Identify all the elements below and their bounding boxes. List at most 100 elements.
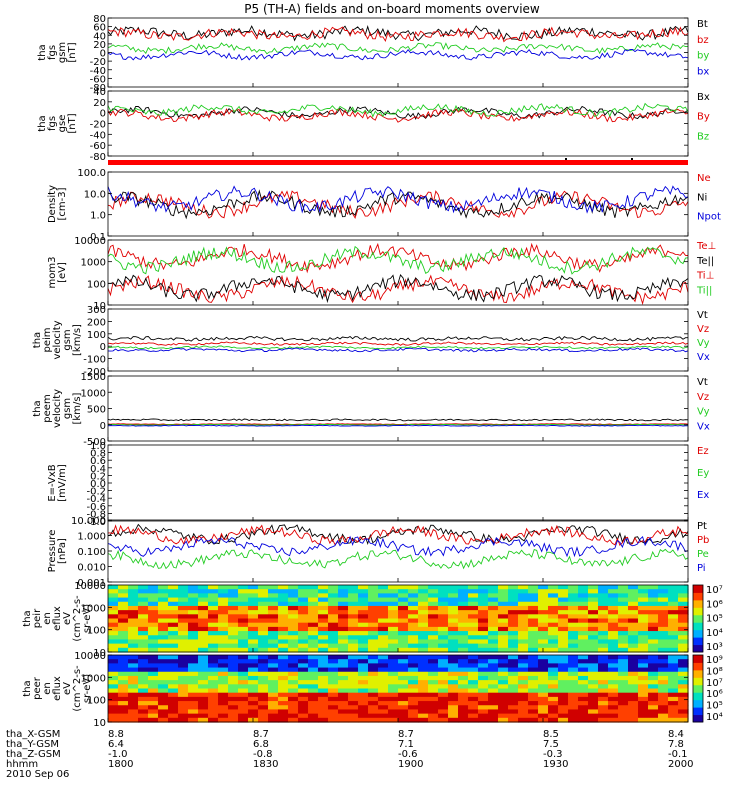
spectrogram-cell <box>418 593 429 599</box>
spectrogram-cell <box>348 671 359 677</box>
spectrogram-cell <box>308 643 319 649</box>
spectrogram-cell <box>458 614 469 620</box>
y-tick-label: 1500 <box>81 372 106 383</box>
spectrogram-cell <box>298 647 309 653</box>
spectrogram-cell <box>188 692 199 698</box>
spectrogram-cell <box>288 585 299 590</box>
footer-row-label: tha_Y-GSM <box>6 739 59 750</box>
spectrogram-cell <box>598 701 609 706</box>
spectrogram-cell <box>638 659 649 664</box>
spectrogram-cell <box>508 696 519 702</box>
spectrogram-cell <box>578 610 589 615</box>
spectrogram-cell <box>568 671 579 677</box>
spectrogram-cell <box>528 626 539 632</box>
spectrogram-cell <box>208 659 219 664</box>
spectrogram-cell <box>148 680 159 685</box>
spectrogram-cell <box>298 713 309 719</box>
spectrogram-cell <box>308 705 319 711</box>
spectrogram-cell <box>278 610 289 615</box>
spectrogram-cell <box>308 618 319 624</box>
panel-frame <box>107 444 689 522</box>
spectrogram-cell <box>528 713 539 719</box>
spectrogram-cell <box>258 631 269 636</box>
spectrogram-cell <box>158 589 169 594</box>
spectrogram-cell <box>238 618 249 624</box>
spectrogram-cell <box>378 667 389 673</box>
spectrogram-cell <box>178 659 189 664</box>
colorbar-tick-label: 10⁷ <box>706 585 723 596</box>
spectrogram-cell <box>528 631 539 636</box>
spectrogram-cell <box>178 593 189 599</box>
spectrogram-cell <box>298 593 309 599</box>
spectrogram-cell <box>468 655 479 660</box>
spectrogram-cell <box>188 601 199 607</box>
spectrogram-cell <box>658 585 669 590</box>
spectrogram-cell <box>658 622 669 628</box>
spectrogram-cell <box>398 659 409 664</box>
spectrogram-cell <box>128 696 139 702</box>
spectrogram-cell <box>158 705 169 711</box>
spectrogram-cell <box>408 631 419 636</box>
spectrogram-cell <box>588 626 599 632</box>
spectrogram-cell <box>138 618 149 624</box>
spectrogram-cell <box>368 601 379 607</box>
spectrogram-cell <box>428 680 439 685</box>
spectrogram-cell <box>458 626 469 632</box>
spectrogram-cell <box>268 601 279 607</box>
spectrogram-cell <box>498 631 509 636</box>
spectrogram-cell <box>118 639 129 645</box>
spectrogram-cell <box>458 692 469 698</box>
spectrogram-cell <box>678 593 689 599</box>
spectrogram-cell <box>148 585 159 590</box>
spectrogram-cell <box>168 692 179 698</box>
spectrogram-cell <box>558 635 569 641</box>
spectrogram-cell <box>188 667 199 673</box>
spectrogram-cell <box>398 589 409 594</box>
spectrogram-cell <box>398 675 409 681</box>
spectrogram-cell <box>298 639 309 645</box>
spectrogram-cell <box>578 701 589 706</box>
footer-value: -1.0 <box>108 749 128 760</box>
spectrogram-cell <box>238 626 249 632</box>
spectrogram-cell <box>378 639 389 645</box>
spectrogram-cell <box>668 601 679 607</box>
spectrogram-cell <box>578 692 589 698</box>
spectrogram-cell <box>368 696 379 702</box>
spectrogram-cell <box>138 605 149 611</box>
spectrogram-cell <box>328 696 339 702</box>
spectrogram-cell <box>568 605 579 611</box>
spectrogram-cell <box>638 622 649 628</box>
spectrogram-cell <box>328 667 339 673</box>
spectrogram-cell <box>348 643 359 649</box>
spectrogram-cell <box>208 709 219 715</box>
spectrogram-cell <box>608 675 619 681</box>
footer-value: 7.1 <box>398 739 414 750</box>
spectrogram-cell <box>408 593 419 599</box>
spectrogram-cell <box>298 663 309 669</box>
spectrogram-cell <box>608 589 619 594</box>
spectrogram-cell <box>338 601 349 607</box>
spectrogram-cell <box>208 643 219 649</box>
spectrogram-cell <box>328 671 339 677</box>
spectrogram-cell <box>198 610 209 615</box>
spectrogram-cell <box>268 622 279 628</box>
spectrogram-cell <box>628 589 639 594</box>
footer-value: 6.4 <box>108 739 124 750</box>
spectrogram-cell <box>498 696 509 702</box>
spectrogram-cell <box>488 655 499 660</box>
spectrogram-cell <box>148 643 159 649</box>
spectrogram-cell <box>468 585 479 590</box>
spectrogram-cell <box>678 713 689 719</box>
spectrogram-cell <box>288 647 299 653</box>
spectrogram-cell <box>578 680 589 685</box>
spectrogram-cell <box>458 701 469 706</box>
spectrogram-cell <box>218 597 229 603</box>
spectrogram-cell <box>168 663 179 669</box>
spectrogram-cell <box>108 659 119 664</box>
spectrogram-cell <box>148 659 159 664</box>
spectrogram-cell <box>358 597 369 603</box>
spectrogram-cell <box>458 643 469 649</box>
spectrogram-cell <box>528 696 539 702</box>
spectrogram-cell <box>338 614 349 620</box>
